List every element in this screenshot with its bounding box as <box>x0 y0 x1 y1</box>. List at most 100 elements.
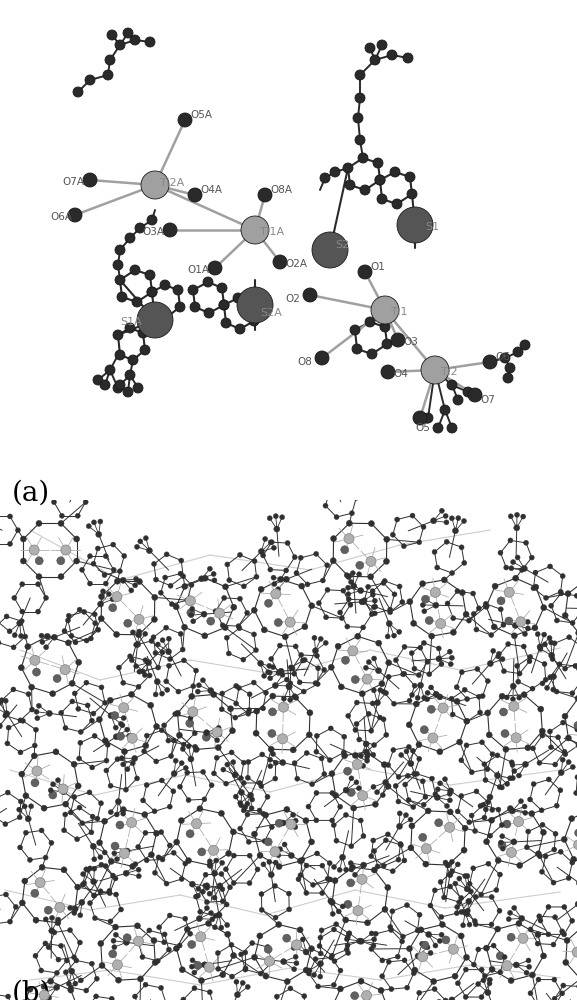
Circle shape <box>231 604 237 610</box>
Circle shape <box>153 650 158 655</box>
Circle shape <box>332 864 336 869</box>
Circle shape <box>212 925 218 930</box>
Circle shape <box>159 985 163 990</box>
Circle shape <box>196 886 201 891</box>
Circle shape <box>114 892 118 897</box>
Circle shape <box>160 857 165 862</box>
Circle shape <box>134 664 138 669</box>
Circle shape <box>315 682 320 687</box>
Circle shape <box>358 588 364 594</box>
Circle shape <box>95 546 100 551</box>
Circle shape <box>200 889 205 894</box>
Circle shape <box>421 602 425 607</box>
Circle shape <box>119 703 129 713</box>
Circle shape <box>123 939 129 945</box>
Circle shape <box>511 697 515 702</box>
Circle shape <box>134 614 144 624</box>
Circle shape <box>5 741 10 746</box>
Circle shape <box>124 848 130 854</box>
Circle shape <box>310 882 316 887</box>
Circle shape <box>46 710 53 716</box>
Circle shape <box>186 744 191 749</box>
Circle shape <box>448 662 454 667</box>
Circle shape <box>474 789 479 794</box>
Circle shape <box>378 987 384 993</box>
Circle shape <box>94 976 99 981</box>
Circle shape <box>508 514 514 519</box>
Circle shape <box>76 461 81 466</box>
Circle shape <box>171 771 177 777</box>
Circle shape <box>560 757 565 762</box>
Circle shape <box>271 545 276 550</box>
Circle shape <box>416 742 422 748</box>
Circle shape <box>58 520 64 526</box>
Circle shape <box>341 546 349 554</box>
Circle shape <box>549 640 553 645</box>
Circle shape <box>516 862 523 868</box>
Circle shape <box>257 781 262 786</box>
Circle shape <box>164 687 170 692</box>
Circle shape <box>519 799 523 804</box>
Circle shape <box>282 634 288 640</box>
Circle shape <box>245 984 250 989</box>
Circle shape <box>575 901 577 907</box>
Circle shape <box>365 43 375 53</box>
Circle shape <box>346 585 351 590</box>
Circle shape <box>570 765 575 770</box>
Circle shape <box>489 966 495 972</box>
Text: Ti1: Ti1 <box>391 307 407 317</box>
Circle shape <box>394 658 398 663</box>
Circle shape <box>562 713 568 719</box>
Circle shape <box>357 572 362 577</box>
Circle shape <box>307 710 313 716</box>
Circle shape <box>292 671 297 676</box>
Circle shape <box>207 862 213 868</box>
Circle shape <box>268 872 274 878</box>
Circle shape <box>315 351 329 365</box>
Circle shape <box>408 761 414 767</box>
Circle shape <box>252 607 257 613</box>
Circle shape <box>355 70 365 80</box>
Circle shape <box>351 992 359 1000</box>
Circle shape <box>163 575 168 580</box>
Circle shape <box>118 721 123 726</box>
Circle shape <box>286 819 296 829</box>
Circle shape <box>491 624 497 630</box>
Circle shape <box>186 798 191 803</box>
Circle shape <box>245 610 250 615</box>
Circle shape <box>136 939 141 944</box>
Circle shape <box>490 752 495 757</box>
Circle shape <box>143 743 149 749</box>
Circle shape <box>507 806 514 812</box>
Circle shape <box>468 388 482 402</box>
Circle shape <box>247 853 252 858</box>
Circle shape <box>269 540 274 545</box>
Circle shape <box>425 697 430 702</box>
Circle shape <box>538 918 543 923</box>
Circle shape <box>407 189 417 199</box>
Text: O1A: O1A <box>187 265 209 275</box>
Circle shape <box>479 967 484 972</box>
Circle shape <box>222 595 227 600</box>
Circle shape <box>121 680 126 685</box>
Circle shape <box>55 920 61 926</box>
Circle shape <box>32 766 42 776</box>
Circle shape <box>391 333 405 347</box>
Circle shape <box>527 659 532 664</box>
Circle shape <box>344 900 352 908</box>
Circle shape <box>238 776 243 781</box>
Circle shape <box>358 818 364 823</box>
Circle shape <box>531 586 536 591</box>
Circle shape <box>561 720 565 725</box>
Circle shape <box>74 884 81 890</box>
Circle shape <box>197 806 203 812</box>
Circle shape <box>291 812 295 817</box>
Circle shape <box>450 712 455 717</box>
Circle shape <box>173 285 183 295</box>
Text: S1: S1 <box>425 222 439 232</box>
Circle shape <box>361 600 366 605</box>
Circle shape <box>29 684 35 690</box>
Circle shape <box>484 807 488 812</box>
Circle shape <box>31 753 38 759</box>
Circle shape <box>43 855 48 860</box>
